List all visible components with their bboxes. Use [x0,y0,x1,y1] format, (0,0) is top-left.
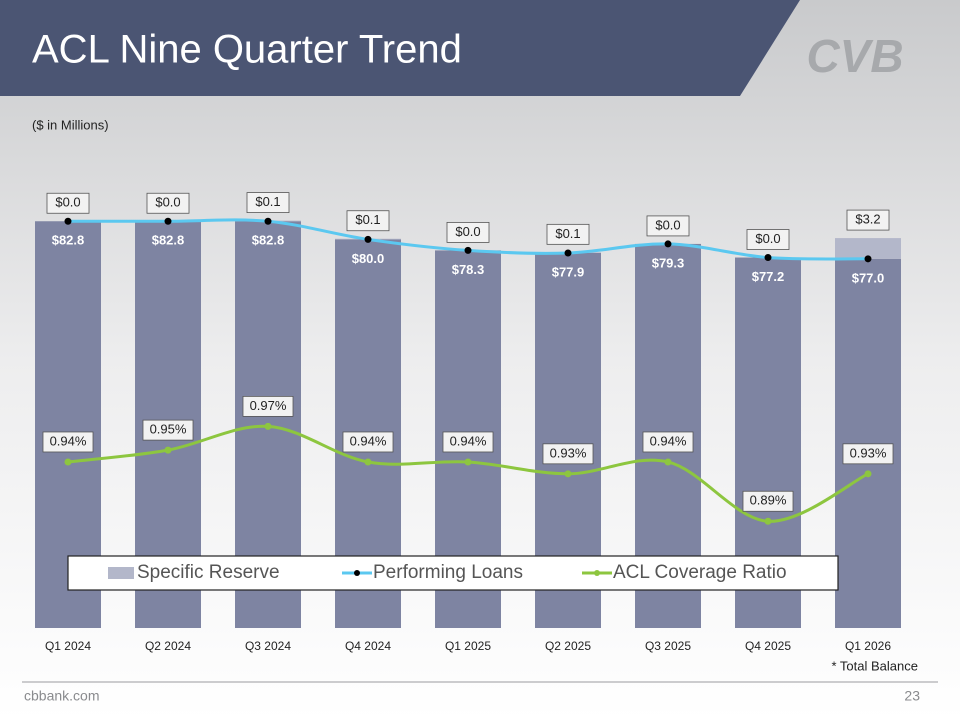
plot: Q1 2024 Q2 2024 Q3 2024 Q4 2024 Q1 2025 Q2 20… [35,192,901,653]
loan-label: $77.0 [852,270,885,285]
loan-label: $78.3 [452,262,485,277]
loans-point [664,240,672,248]
x-tick-label: Q3 2025 [645,639,691,653]
x-tick-label: Q4 2024 [345,639,391,653]
footnote: * Total Balance [832,658,919,673]
legend-box [67,555,839,591]
legend-label: ACL Coverage Ratio [613,562,787,583]
x-tick-label: Q3 2024 [245,639,291,653]
label-box [146,192,190,214]
x-tick-label: Q2 2025 [545,639,591,653]
reserve-label: $0.0 [455,224,480,239]
loans-point [564,249,572,257]
label-box [442,431,494,453]
label-box [46,192,90,214]
ratio-label: 0.94% [650,433,687,448]
loan-label: $80.0 [352,251,385,266]
legend-swatch [354,570,360,576]
label-box [246,192,290,214]
label-box [646,215,690,237]
loan-bar [835,258,901,628]
legend-swatch [108,567,134,579]
loans-point [464,246,472,254]
ratio-label: 0.93% [550,445,587,460]
reserve-label: $0.0 [155,195,180,210]
label-box [846,209,890,231]
ratio-point [764,517,772,525]
label-box [446,221,490,243]
ratio-label: 0.93% [850,445,887,460]
label-box [546,223,590,245]
logo: CVB [806,30,903,82]
legend-swatch [594,570,600,576]
ratio-label: 0.94% [350,433,387,448]
ratio-point [64,458,72,466]
ratio-point [564,470,572,478]
label-box [346,210,390,232]
loan-label: $77.9 [552,264,585,279]
legend-label: Performing Loans [373,562,523,583]
ratio-label: 0.94% [450,433,487,448]
loan-label: $82.8 [152,233,185,248]
loan-label: $77.2 [752,269,785,284]
loan-label: $82.8 [52,233,85,248]
loans-point [164,217,172,225]
loans-point [64,217,72,225]
loan-label: $82.8 [252,233,285,248]
ratio-point [464,458,472,466]
title-banner [0,0,800,96]
loans-point [264,217,272,225]
reserve-label: $0.1 [255,194,280,209]
reserve-label: $3.2 [855,212,880,227]
ratio-label: 0.89% [750,493,787,508]
ratio-point [864,470,872,478]
reserve-label: $0.1 [555,226,580,241]
ratio-label: 0.95% [150,422,187,437]
page-number: 23 [904,688,920,704]
loans-point [364,235,372,243]
slide-title: ACL Nine Quarter Trend [32,28,462,72]
ratio-point [264,422,272,430]
ratio-point [364,458,372,466]
label-box [742,490,794,512]
label-box [542,443,594,465]
label-box [342,431,394,453]
legend-label: Specific Reserve [137,562,280,583]
subtitle: ($ in Millions) [32,117,109,132]
x-tick-label: Q1 2024 [45,639,91,653]
loans-point [864,255,872,263]
loans-point [764,254,772,262]
footer-site: cbbank.com [24,688,99,704]
ratio-point [164,446,172,454]
ratio-point [664,458,672,466]
label-box [42,431,94,453]
x-tick-label: Q4 2025 [745,639,791,653]
reserve-bar [835,238,901,259]
loan-label: $79.3 [652,255,685,270]
reserve-label: $0.1 [355,212,380,227]
label-box [642,431,694,453]
ratio-label: 0.97% [250,398,287,413]
label-box [842,443,894,465]
x-tick-label: Q2 2024 [145,639,191,653]
x-tick-label: Q1 2025 [445,639,491,653]
reserve-label: $0.0 [55,195,80,210]
label-box [242,395,294,417]
ratio-label: 0.94% [50,433,87,448]
label-box [142,419,194,441]
label-box [746,229,790,250]
reserve-label: $0.0 [655,217,680,232]
reserve-label: $0.0 [755,231,780,246]
x-tick-label: Q1 2026 [845,639,891,653]
